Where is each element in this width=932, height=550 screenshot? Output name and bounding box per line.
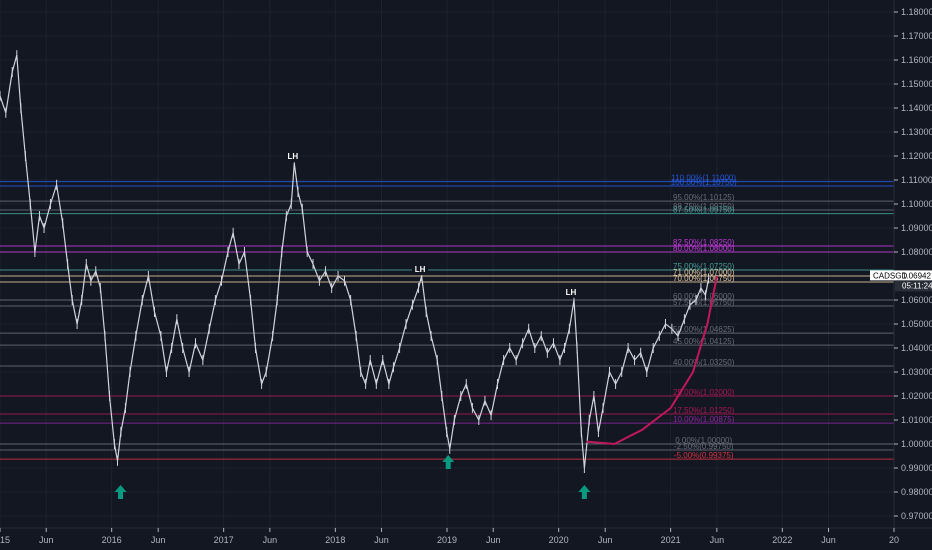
fib-level-label: 110.00%(1.11000) — [671, 174, 736, 183]
fib-level-label: 0.00%(1.00000) — [675, 436, 732, 445]
fib-level-label: 10.00%(1.00875) — [673, 415, 735, 424]
x-tick-label: 2021 — [661, 535, 681, 545]
fib-level-label: 60.00%(1.06000) — [673, 292, 735, 301]
y-tick-label: 1.16000 — [901, 55, 932, 65]
y-tick-label: 1.02000 — [901, 391, 932, 401]
y-tick-label: 1.01000 — [901, 415, 932, 425]
x-tick-label: Jun — [263, 535, 278, 545]
time-axis[interactable]: 2015 Jun 2016 Jun 2017 Jun 2018 Jun 2019 Jun 2020 J… — [0, 528, 899, 545]
fib-level-label: 82.50%(1.08250) — [673, 238, 735, 247]
fib-level-label: 100.00%(1.10750) — [671, 178, 737, 187]
x-tick-label: 2019 — [437, 535, 457, 545]
fib-level-label: 45.00%(1.04125) — [673, 337, 735, 346]
up-arrow-icon — [114, 485, 127, 499]
y-tick-label: 1.17000 — [901, 31, 932, 41]
y-tick-label: 1.05000 — [901, 319, 932, 329]
fib-level-label: 25.00%(1.02000) — [673, 388, 735, 397]
x-tick-label: Jun — [39, 535, 54, 545]
x-tick-label: 20 — [889, 535, 899, 545]
fib-level-label: 71.00%(1.07000) — [673, 268, 735, 277]
lh-label-box — [562, 285, 579, 298]
price-line — [0, 55, 710, 469]
x-tick-label: 2022 — [772, 535, 792, 545]
price-axis[interactable]: 1.18000 1.17000 1.16000 1.15000 1.14000 1.130… — [894, 7, 932, 521]
y-tick-label: 0.98000 — [901, 487, 932, 497]
x-tick-label: Jun — [710, 535, 725, 545]
curve-line — [586, 275, 718, 445]
fib-level-label: -5.00%(0.99375) — [674, 451, 734, 460]
countdown-box — [895, 280, 932, 292]
fib-level-label: 80.00%(1.08000) — [673, 244, 735, 253]
lh-label-box — [284, 150, 301, 163]
y-tick-label: 1.06000 — [901, 295, 932, 305]
arrow-markers — [114, 455, 591, 499]
x-tick-label: Jun — [151, 535, 166, 545]
fib-retracement[interactable]: 110.00%(1.11000)100.00%(1.10750) 95.00%(1… — [0, 174, 894, 460]
x-tick-label: Jun — [486, 535, 501, 545]
last-price-tag-box — [870, 270, 932, 281]
x-tick-label: Jun — [598, 535, 613, 545]
y-tick-label: 1.15000 — [901, 79, 932, 89]
fib-level-label: -2.50%(0.99750) — [674, 442, 734, 451]
x-tick-label: Jun — [821, 535, 836, 545]
y-tick-label: 1.03000 — [901, 367, 932, 377]
fib-level-label: 70.00%(1.06750) — [673, 274, 735, 283]
up-arrow-icon — [442, 455, 455, 469]
countdown-value: 05:11:24 — [902, 281, 932, 290]
x-tick-label: 2017 — [214, 535, 234, 545]
fib-level-label: 95.00%(1.10125) — [673, 193, 735, 202]
lh-label: LH — [415, 265, 426, 274]
x-tick-label: Jun — [374, 535, 389, 545]
fib-level-label: 40.00%(1.03250) — [673, 358, 735, 367]
last-price-value: 1.06942 — [902, 271, 931, 280]
lh-annotations: LH LH LH — [284, 150, 579, 298]
price-series — [0, 50, 710, 473]
y-tick-label: 1.13000 — [901, 127, 932, 137]
x-tick-label: 2015 — [0, 535, 10, 545]
y-tick-label: 1.08000 — [901, 247, 932, 257]
fib-level-label: 57.50%(1.05750) — [673, 298, 735, 307]
y-tick-label: 1.10000 — [901, 199, 932, 209]
curve-drawing[interactable] — [586, 275, 718, 445]
lh-label: LH — [287, 152, 298, 161]
lh-label-box — [412, 263, 429, 275]
lh-label: LH — [566, 288, 577, 297]
y-tick-label: 1.00000 — [901, 439, 932, 449]
fib-level-label: 87.50%(1.09750) — [673, 206, 735, 215]
y-tick-label: 1.12000 — [901, 151, 932, 161]
x-tick-label: 2018 — [325, 535, 345, 545]
y-tick-label: 0.99000 — [901, 463, 932, 473]
x-tick-label: 2016 — [102, 535, 122, 545]
y-tick-label: 1.18000 — [901, 7, 932, 17]
fib-level-label: 50.00%(1.04625) — [673, 325, 735, 334]
y-tick-label: 0.97000 — [901, 511, 932, 521]
symbol-label: CADSGD — [873, 271, 907, 280]
up-arrow-icon — [578, 485, 591, 499]
y-tick-label: 1.09000 — [901, 223, 932, 233]
last-price-tag: CADSGD 1.06942 05:11:24 — [870, 270, 932, 292]
fib-level-label: 88.75%(1.09750) — [673, 202, 735, 211]
fib-level-label: 17.50%(1.01250) — [673, 406, 735, 415]
x-tick-label: 2020 — [549, 535, 569, 545]
y-tick-label: 1.14000 — [901, 103, 932, 113]
fib-level-label: 75.00%(1.07250) — [673, 262, 735, 271]
y-tick-label: 1.11000 — [901, 175, 932, 185]
y-tick-label: 1.04000 — [901, 343, 932, 353]
